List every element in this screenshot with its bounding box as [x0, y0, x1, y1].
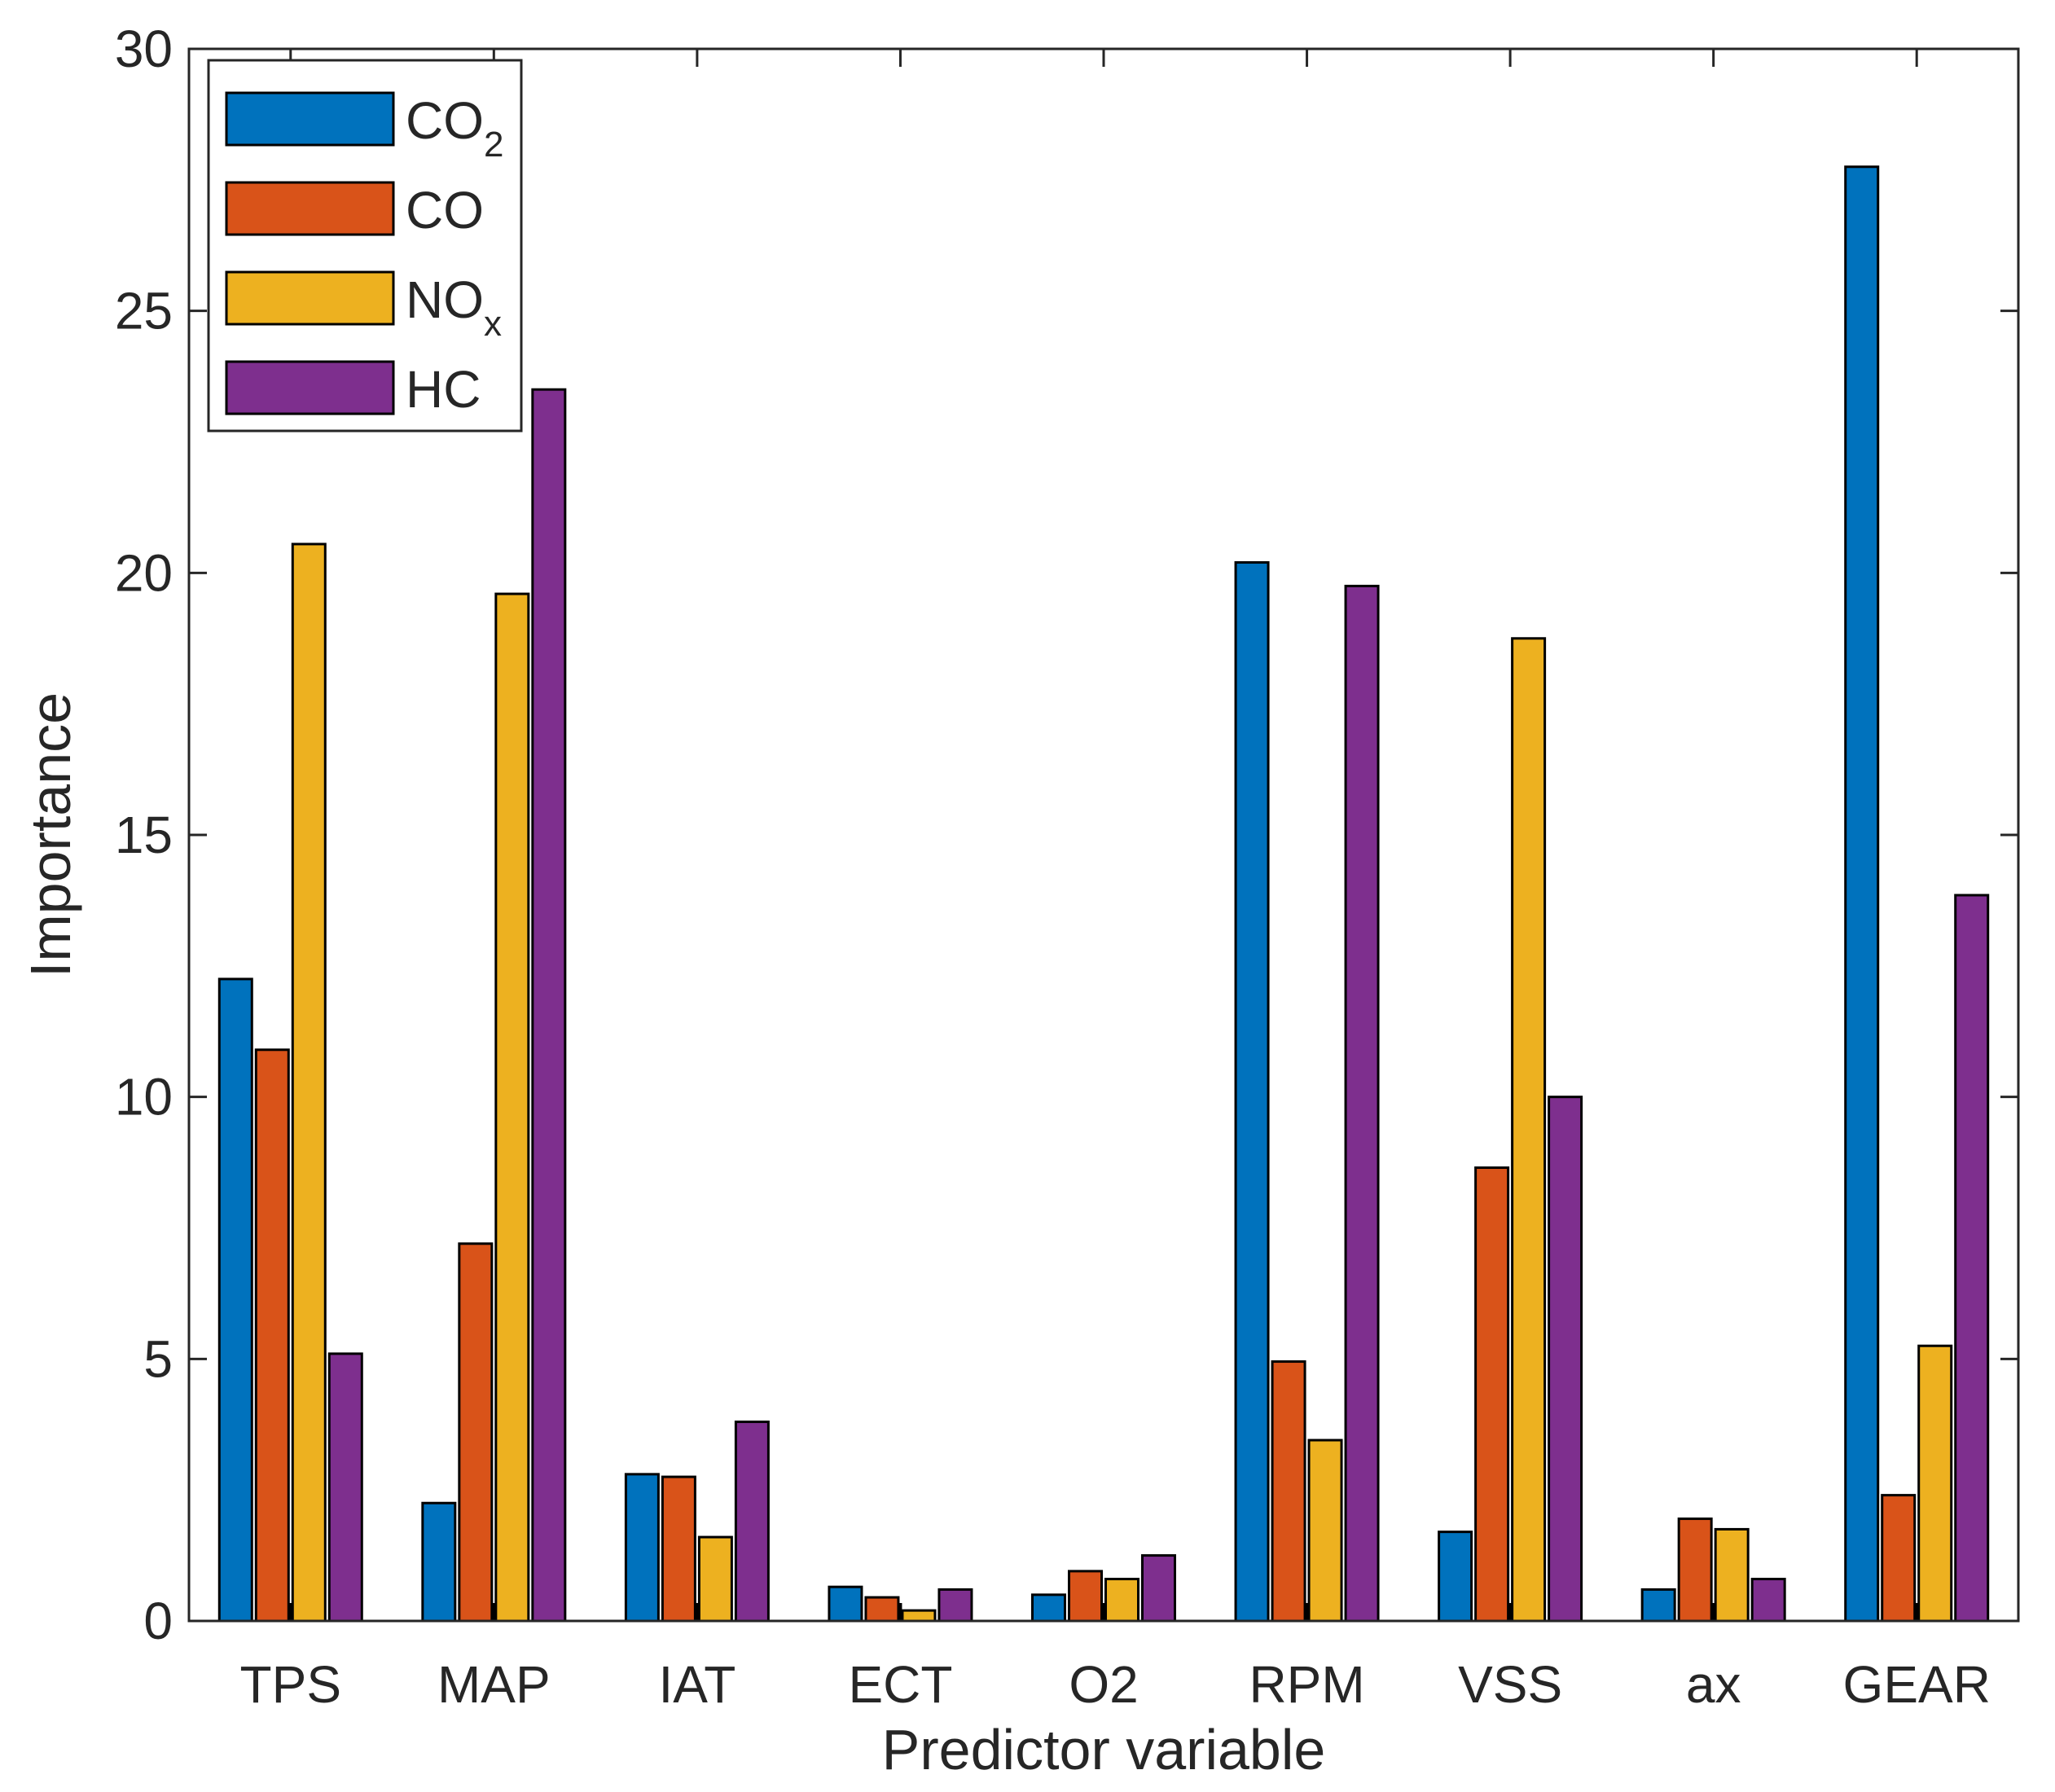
axes-layer: [187, 47, 2020, 1623]
bar-co2-iat: [624, 1473, 660, 1623]
y-tick-label: 25: [115, 282, 173, 340]
bar-co-gear: [1881, 1494, 1917, 1623]
bar-nox-o2: [1104, 1578, 1139, 1623]
y-tick-label: 5: [143, 1329, 173, 1388]
x-tick-label-ax: ax: [1686, 1655, 1741, 1714]
bar-co2-tps: [217, 977, 253, 1623]
legend: CO2 CO NOx HC: [207, 59, 523, 433]
x-tick-label-vss: VSS: [1458, 1655, 1562, 1714]
bar-nox-vss: [1511, 637, 1547, 1623]
y-tick-label: 20: [115, 543, 173, 602]
bar-nox-rpm: [1307, 1438, 1343, 1623]
x-tick-label-o2: O2: [1069, 1655, 1138, 1714]
y-tick-label: 0: [143, 1592, 173, 1650]
y-tick-label: 15: [115, 806, 173, 864]
bar-co-ax: [1677, 1517, 1713, 1623]
bar-co2-rpm: [1234, 560, 1270, 1623]
bar-hc-ax: [1750, 1578, 1786, 1623]
x-tick-label-tps: TPS: [240, 1655, 341, 1714]
bar-co-ect: [864, 1596, 900, 1623]
bar-hc-gear: [1954, 894, 1990, 1623]
bar-hc-rpm: [1344, 584, 1380, 1623]
bar-hc-o2: [1141, 1554, 1176, 1623]
bar-hc-ect: [937, 1588, 973, 1623]
bar-co-tps: [254, 1048, 290, 1623]
legend-label-co: CO: [406, 181, 484, 239]
bar-hc-map: [531, 388, 567, 1623]
y-tick-label: 10: [115, 1068, 173, 1127]
legend-swatch-hc: [225, 360, 395, 415]
bar-co-vss: [1474, 1166, 1510, 1623]
bar-nox-gear: [1917, 1344, 1953, 1623]
y-tick-label: 30: [115, 20, 173, 78]
bar-co2-ect: [828, 1585, 863, 1623]
bar-co2-ax: [1640, 1588, 1676, 1623]
bar-co2-map: [421, 1501, 457, 1623]
bar-co2-vss: [1438, 1531, 1473, 1623]
bar-hc-tps: [327, 1352, 363, 1623]
y-axis-title: Importance: [19, 692, 82, 977]
x-tick-label-rpm: RPM: [1249, 1655, 1364, 1714]
x-tick-label-ect: ECT: [848, 1655, 952, 1714]
x-tick-label-iat: IAT: [658, 1655, 735, 1714]
bar-nox-ect: [901, 1609, 937, 1623]
bar-nox-tps: [291, 542, 327, 1623]
legend-swatch-co: [225, 181, 395, 236]
bar-hc-vss: [1548, 1096, 1583, 1623]
legend-swatch-co2: [225, 91, 395, 147]
legend-swatch-nox: [225, 270, 395, 326]
bar-co2-gear: [1844, 165, 1880, 1623]
bars-layer: [217, 165, 1990, 1623]
bar-nox-map: [494, 592, 530, 1623]
bar-nox-iat: [697, 1535, 733, 1623]
bar-co-iat: [661, 1475, 696, 1623]
legend-label-co2: CO2: [406, 91, 503, 165]
labels-layer: 0 5 10 15 20 25 30 TPS MAP IAT ECT O2 RPM VSS ax GEAR Pr…: [19, 20, 1991, 1781]
bar-nox-ax: [1714, 1527, 1750, 1623]
x-tick-label-map: MAP: [437, 1655, 551, 1714]
bar-co-map: [458, 1242, 494, 1623]
x-tick-label-gear: GEAR: [1843, 1655, 1991, 1714]
legend-label-nox: NOx: [406, 270, 502, 344]
bar-hc-iat: [734, 1421, 770, 1623]
bar-co-o2: [1068, 1570, 1103, 1623]
bar-co-rpm: [1271, 1360, 1306, 1623]
bar-co2-o2: [1031, 1593, 1066, 1623]
legend-label-hc: HC: [406, 360, 481, 419]
x-axis-title: Predictor variable: [882, 1718, 1326, 1781]
